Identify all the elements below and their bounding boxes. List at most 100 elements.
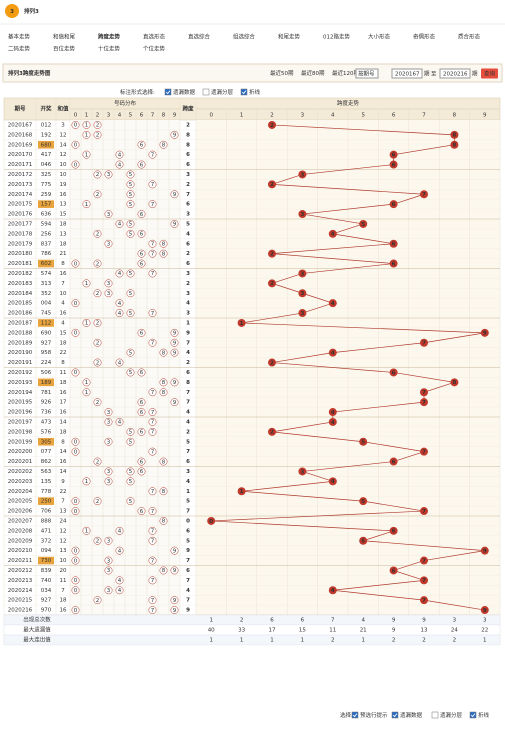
digit-hit-label: 7 — [151, 558, 155, 564]
digit-hit — [148, 150, 157, 159]
nav-tab[interactable]: 大小形态 — [368, 33, 391, 41]
digit-hit-label: 1 — [85, 123, 89, 129]
digit-hit — [170, 546, 179, 555]
digit-hit-label: 7 — [151, 271, 155, 277]
input-from[interactable] — [391, 68, 423, 79]
sum-value: 7 — [61, 281, 65, 287]
draw-number: 034 — [41, 588, 52, 594]
col-header: 期号 — [14, 105, 26, 113]
span-ball — [207, 516, 216, 525]
nav-tab[interactable]: 和值和尾 — [53, 33, 76, 41]
query-button[interactable] — [481, 68, 498, 79]
nav-tab[interactable]: 组选综合 — [233, 33, 256, 41]
checkbox[interactable] — [164, 88, 172, 96]
digit-hit-label: 6 — [140, 261, 144, 267]
digit-hit — [148, 200, 157, 209]
nav-tab[interactable]: 基本走势 — [8, 33, 31, 41]
period: 2020192 — [8, 370, 33, 376]
span-value: 3 — [186, 311, 190, 317]
digit-hit-label: 6 — [140, 459, 144, 465]
digit-hit — [137, 457, 146, 466]
checkbox[interactable] — [240, 88, 248, 96]
span-ball — [298, 269, 307, 278]
nav-tab[interactable]: 奇偶形态 — [413, 33, 436, 41]
digit-hit — [159, 566, 168, 575]
digit-hit-label: 0 — [74, 509, 78, 515]
query-text[interactable]: 查询 — [484, 69, 496, 77]
digit-hit-label: 7 — [151, 390, 155, 396]
digit-hit — [126, 289, 135, 298]
checkbox[interactable] — [351, 711, 359, 719]
digit-hit-label: 3 — [107, 558, 111, 564]
nav-tab[interactable]: 跨度走势 — [98, 33, 121, 41]
nav-tab[interactable]: 二码走势 — [8, 45, 31, 53]
digit-hit-label: 0 — [74, 162, 78, 168]
digit-hit — [137, 368, 146, 377]
draw-bg — [38, 497, 54, 505]
span-ball — [389, 160, 398, 169]
checkbox-label[interactable]: 折线 — [478, 711, 490, 719]
span-value: 1 — [186, 320, 190, 326]
select-box[interactable] — [355, 68, 379, 79]
period-link[interactable]: 最近80期 — [301, 69, 325, 77]
sum-value: 10 — [60, 558, 67, 564]
digit-hit — [126, 368, 135, 377]
nav-tab[interactable]: 质合形态 — [458, 33, 481, 41]
digit-hit-label: 6 — [140, 509, 144, 515]
span-ball-label: 8 — [452, 133, 456, 139]
span-ball — [359, 437, 368, 446]
nav-tab[interactable]: 和尾走势 — [278, 33, 301, 41]
checkbox-label[interactable]: 遗漏数据 — [173, 88, 196, 96]
sum-value: 13 — [60, 509, 67, 515]
checkbox-label[interactable]: 遗漏分层 — [211, 88, 234, 96]
draw-number: 473 — [41, 419, 52, 425]
checkbox-label[interactable]: 遗漏分层 — [440, 711, 463, 719]
span-ball-label: 7 — [422, 390, 426, 396]
nav-tab[interactable]: 十位走势 — [98, 45, 121, 53]
checkbox-label[interactable]: 遗漏数据 — [400, 711, 423, 719]
period: 2020181 — [8, 261, 33, 267]
period-link[interactable]: 最近50期 — [270, 69, 294, 77]
col-header: 开奖 — [40, 105, 52, 113]
nav-tab[interactable]: 012路走势 — [323, 33, 350, 41]
sum-value: 22 — [60, 350, 67, 356]
nav-tab[interactable]: 个位走势 — [143, 45, 166, 53]
nav-tab[interactable]: 百位走势 — [53, 45, 76, 53]
period: 2020195 — [8, 400, 33, 406]
span-value: 7 — [186, 509, 190, 515]
checkbox-label[interactable]: 预选行提示 — [360, 711, 388, 719]
digit-hit — [71, 586, 80, 595]
digit-hit — [71, 121, 80, 129]
digit-header: 4 — [331, 112, 335, 118]
digit-header: 5 — [129, 112, 133, 118]
checkbox[interactable] — [431, 711, 439, 719]
input-to[interactable] — [439, 68, 471, 79]
nav-tab[interactable]: 直选形态 — [143, 33, 166, 41]
draw-number: 313 — [41, 281, 52, 287]
draw-number: 786 — [41, 251, 52, 257]
digit-hit — [170, 596, 179, 605]
period: 2020201 — [8, 459, 33, 465]
stats-value: 2 — [392, 638, 396, 644]
digit-hit-label: 5 — [129, 202, 133, 208]
period-link[interactable]: 最近120期 — [332, 69, 359, 77]
draw-number: 352 — [41, 291, 52, 297]
stats-value: 22 — [481, 628, 488, 634]
span-value: 7 — [186, 558, 190, 564]
span-ball — [328, 348, 337, 357]
digit-hit — [104, 279, 113, 288]
checkbox[interactable] — [391, 711, 399, 719]
span-ball-label: 4 — [331, 232, 335, 238]
checkbox[interactable] — [202, 88, 210, 96]
span-ball-label: 3 — [300, 212, 304, 218]
span-ball-label: 3 — [300, 469, 304, 475]
checkbox[interactable] — [469, 711, 477, 719]
draw-bg — [38, 259, 54, 268]
digit-hit-label: 5 — [129, 439, 133, 445]
digit-hit — [159, 140, 168, 149]
checkbox-label[interactable]: 折线 — [249, 88, 261, 96]
nav-tab[interactable]: 直选综合 — [188, 33, 211, 41]
period: 2020196 — [8, 410, 33, 416]
span-ball-label: 9 — [483, 548, 487, 554]
sum-value: 8 — [61, 360, 65, 366]
